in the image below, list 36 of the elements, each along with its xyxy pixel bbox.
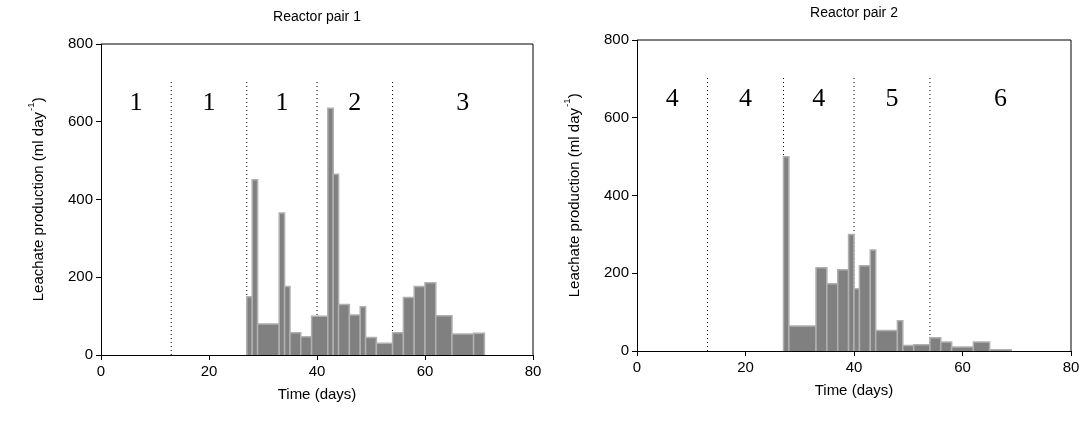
x-tick-label: 60 (954, 358, 971, 376)
y-axis-title: Leachate production (ml day-1) (25, 97, 47, 302)
y-tick-label: 200 (603, 263, 629, 281)
y-axis-title: Leachate production (ml day-1) (561, 93, 583, 298)
x-tick-label: 0 (632, 358, 642, 376)
annotation: 4 (812, 82, 826, 112)
x-tick-label: 0 (96, 362, 106, 380)
annotation: 6 (993, 82, 1007, 112)
annotation: 4 (739, 82, 752, 112)
annotation: 1 (202, 86, 216, 116)
y-tick-label: 600 (67, 111, 93, 129)
annotation: 4 (665, 82, 679, 112)
y-tick-label: 800 (67, 34, 93, 52)
x-axis-title: Time (days) (814, 381, 894, 399)
x-tick-label: 80 (1062, 358, 1080, 376)
annotation: 5 (885, 82, 899, 112)
annotation: 3 (456, 86, 470, 116)
y-tick-label: 800 (603, 30, 629, 48)
x-tick-label: 20 (737, 358, 754, 376)
y-tick-label: 0 (84, 345, 93, 363)
annotation: 2 (348, 86, 362, 116)
x-tick-label: 40 (845, 358, 863, 376)
chart-title: Reactor pair 2 (810, 3, 899, 20)
annotation: 1 (275, 86, 289, 116)
chart-title: Reactor pair 1 (273, 7, 362, 24)
x-tick-label: 20 (200, 362, 218, 380)
y-tick-label: 600 (603, 107, 629, 125)
y-tick-label: 400 (67, 189, 93, 207)
x-tick-label: 60 (416, 362, 434, 380)
x-axis-title: Time (days) (277, 385, 357, 403)
x-tick-label: 80 (524, 362, 542, 380)
y-tick-label: 400 (603, 185, 629, 203)
x-tick-label: 40 (308, 362, 326, 380)
annotation: 1 (129, 86, 143, 116)
y-tick-label: 0 (620, 341, 629, 359)
y-tick-label: 200 (67, 267, 93, 285)
